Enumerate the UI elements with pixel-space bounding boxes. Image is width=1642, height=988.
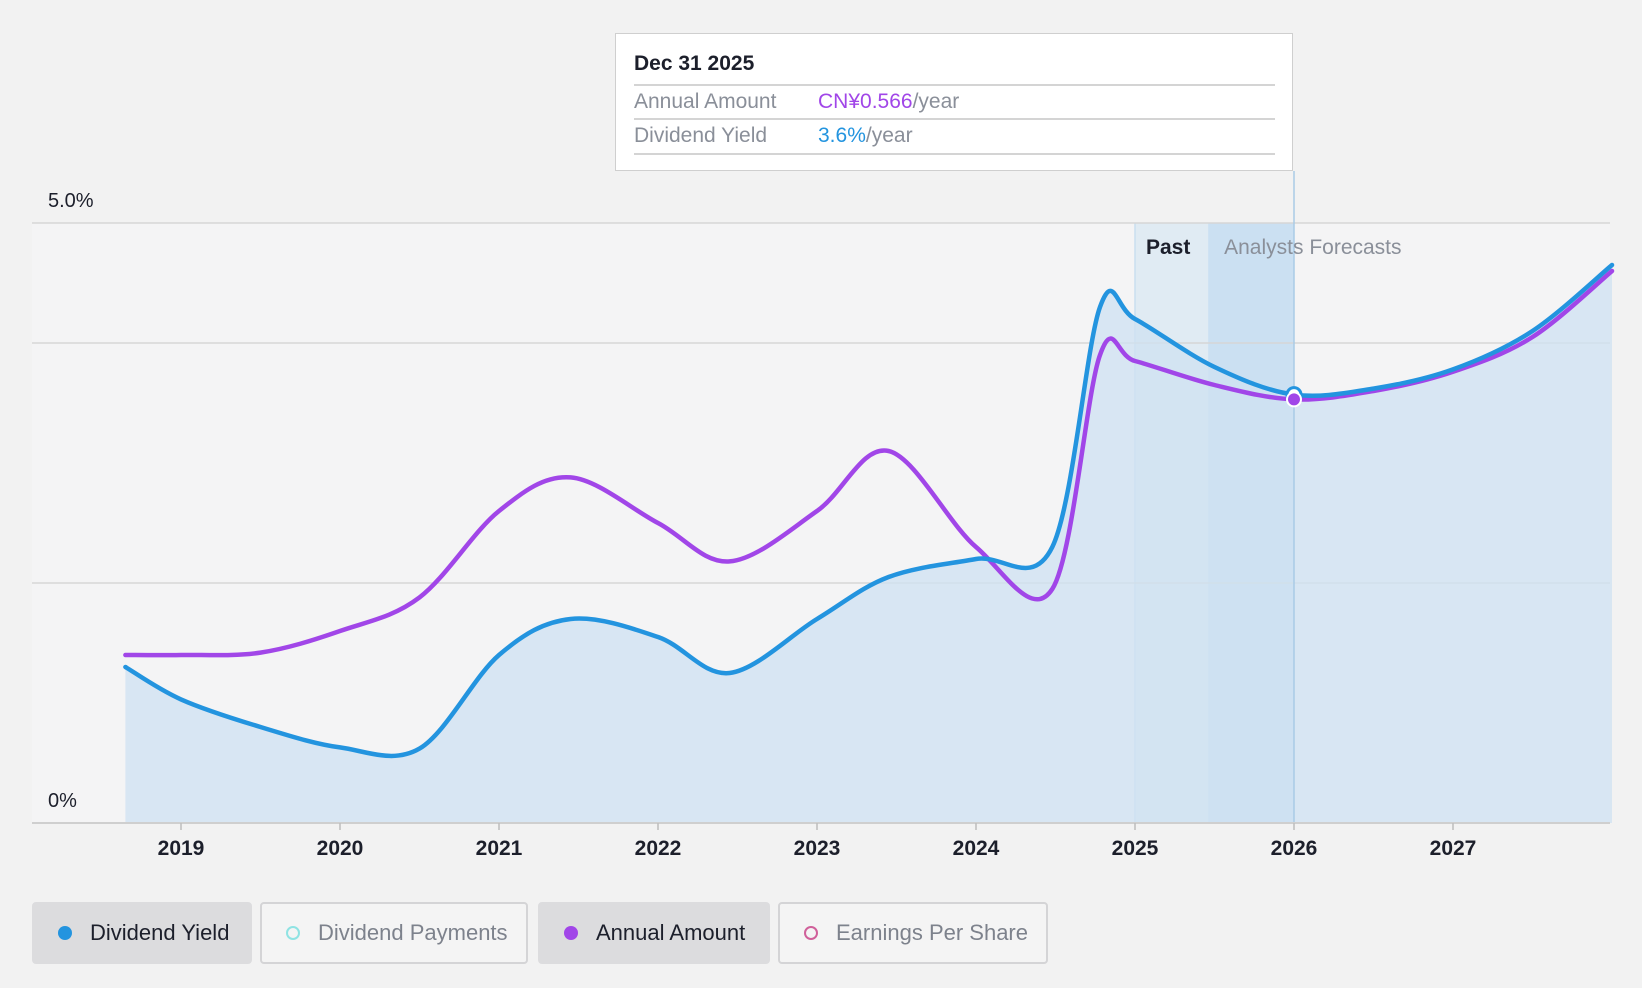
legend-label: Earnings Per Share xyxy=(836,920,1028,945)
dividend-chart: 2019 2020 2021 2022 2023 2024 2025 2026 2027 5.0%… xyxy=(32,171,1615,860)
annual-amount-line xyxy=(123,268,1615,658)
legend-dividend-payments-button[interactable]: Dividend Payments xyxy=(260,902,528,964)
x-tick-label: 2021 xyxy=(476,837,523,860)
legend-label: Dividend Payments xyxy=(318,920,508,945)
annual-amount-marker xyxy=(1286,391,1302,408)
tooltip-dividend-yield: 3.6%/year xyxy=(818,124,913,148)
dividend-payments-ring-icon xyxy=(286,926,300,940)
legend-annual-amount-button[interactable]: Annual Amount xyxy=(538,902,770,964)
x-tick-label: 2025 xyxy=(1112,837,1159,860)
tooltip-dividend-yield-label: Dividend Yield xyxy=(634,124,768,147)
y-tick-label: 5.0% xyxy=(48,190,94,212)
x-tick-label: 2019 xyxy=(158,837,205,860)
x-tick-label: 2020 xyxy=(317,837,364,860)
dividend-yield-area xyxy=(125,265,1612,823)
axes xyxy=(32,822,1610,830)
dividend-yield-line xyxy=(123,262,1615,759)
chart-labels: 2019 2020 2021 2022 2023 2024 2025 2026 2027 5.0%… xyxy=(48,190,1476,860)
x-tick-label: 2022 xyxy=(635,837,682,860)
tooltip-divider xyxy=(634,153,1275,155)
forecast-region-label: Analysts Forecasts xyxy=(1224,236,1401,259)
series-areas xyxy=(125,265,1612,823)
x-tick-label: 2023 xyxy=(794,837,841,860)
tooltip-dividend-yield-unit: /year xyxy=(865,124,913,147)
hover-tooltip: Dec 31 2025 Annual Amount CN¥0.566/year … xyxy=(615,33,1293,171)
tooltip-annual-amount-value: CN¥0.566 xyxy=(818,90,913,113)
tooltip-annual-amount-label: Annual Amount xyxy=(634,90,777,113)
past-region-label: Past xyxy=(1146,236,1190,259)
dividend-yield-dot-icon xyxy=(58,926,72,940)
legend-label: Annual Amount xyxy=(596,920,746,945)
tooltip-date: Dec 31 2025 xyxy=(634,52,755,75)
tooltip-divider xyxy=(634,118,1275,120)
legend-dividend-yield-button[interactable]: Dividend Yield xyxy=(32,902,252,964)
earnings-per-share-ring-icon xyxy=(804,926,818,940)
x-tick-label: 2024 xyxy=(953,837,1000,860)
series-lines xyxy=(123,171,1615,823)
tooltip-annual-amount-unit: /year xyxy=(912,90,960,113)
legend-label: Dividend Yield xyxy=(90,920,230,945)
annual-amount-dot-icon xyxy=(564,926,578,940)
legend-earnings-per-share-button[interactable]: Earnings Per Share xyxy=(778,902,1048,964)
x-tick-label: 2027 xyxy=(1430,837,1477,860)
tooltip-divider xyxy=(634,84,1275,86)
tooltip-annual-amount: CN¥0.566/year xyxy=(818,90,959,114)
tooltip-dividend-yield-value: 3.6% xyxy=(818,124,866,147)
y-tick-label: 0% xyxy=(48,790,77,812)
x-tick-label: 2026 xyxy=(1271,837,1318,860)
